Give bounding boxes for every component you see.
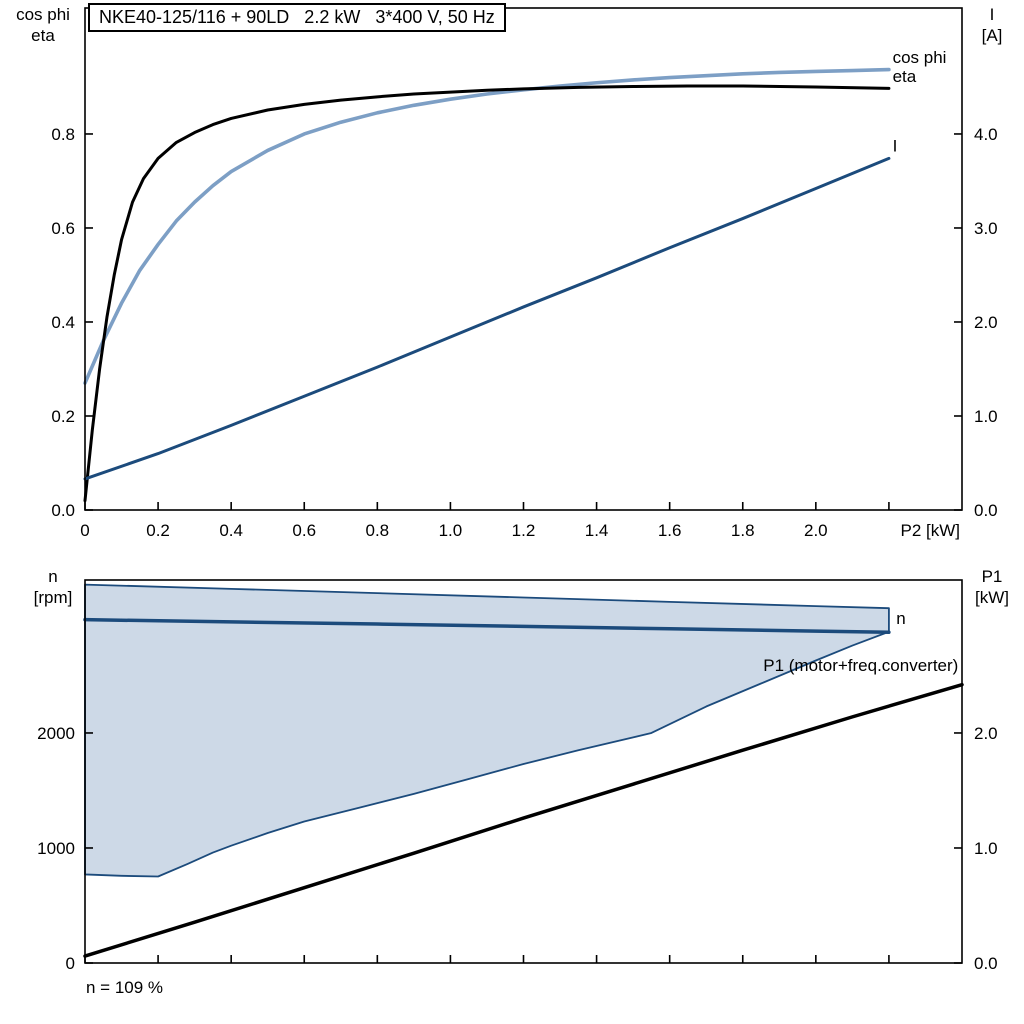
series-cos-phi <box>83 67 891 385</box>
x-tick-label: 0.2 <box>146 521 170 540</box>
x-tick-label: 0.6 <box>292 521 316 540</box>
axis-title-current: I [A] <box>981 5 1003 46</box>
y-right-tick-label: 0.0 <box>974 501 998 520</box>
curve-label-i: I <box>893 136 898 155</box>
y-left-tick-label: 0.2 <box>51 407 75 426</box>
chart-title-box: NKE40-125/116 + 90LD 2.2 kW 3*400 V, 50 … <box>88 3 506 32</box>
x-tick-label: 0.8 <box>366 521 390 540</box>
x-tick-label: 1.0 <box>439 521 463 540</box>
curve-label-eta: eta <box>893 67 917 86</box>
y-left-tick-label: 2000 <box>37 724 75 743</box>
y-left-tick-label: 0.4 <box>51 313 75 332</box>
curve-label-p1-motor-freq-converter: P1 (motor+freq.converter) <box>763 656 958 675</box>
axis-title-cosphi-eta: cos phi eta <box>16 5 70 46</box>
axis-title-speed: n [rpm] <box>33 567 73 608</box>
y-right-tick-label: 2.0 <box>974 313 998 332</box>
x-tick-label: 0.4 <box>219 521 243 540</box>
series-n <box>83 617 891 634</box>
curve-label-cos-phi: cos phi <box>893 48 947 67</box>
x-tick-label: 1.6 <box>658 521 682 540</box>
curve-label-n: n <box>896 609 905 628</box>
x-axis-label: P2 [kW] <box>900 521 960 540</box>
x-tick-label: 1.2 <box>512 521 536 540</box>
chart-motor-curves: 0 0.2 0.4 0.6 0.8 1.0 1.2 1.4 1.6 1.8 2.0 P2 [kW] 0.… <box>51 7 998 540</box>
axis-title-p1: P1 [kW] <box>975 567 1009 608</box>
series-eta <box>83 84 891 503</box>
y-right-tick-label: 2.0 <box>974 724 998 743</box>
chart-speed-power: 0 1000 2000 0.0 1.0 2.0 n P1 (motor+freq.conver… <box>37 579 998 973</box>
plot-border <box>84 7 963 511</box>
y-right-tick-label: 3.0 <box>974 219 998 238</box>
y-left-tick-label: 1000 <box>37 839 75 858</box>
y-left-tick-label: 0 <box>66 954 75 973</box>
x-tick-label: 1.8 <box>731 521 755 540</box>
x-tick-label: 2.0 <box>804 521 828 540</box>
speed-percentage-note: n = 109 % <box>86 978 164 997</box>
y-left-tick-label: 0.0 <box>51 501 75 520</box>
series-p1-motor-freq-converter <box>83 682 964 958</box>
y-left-tick-label: 0.8 <box>51 125 75 144</box>
y-right-tick-label: 4.0 <box>974 125 998 144</box>
y-right-tick-label: 1.0 <box>974 407 998 426</box>
series-i <box>83 156 891 481</box>
x-tick-label: 1.4 <box>585 521 609 540</box>
y-right-tick-label: 1.0 <box>974 839 998 858</box>
y-left-tick-label: 0.6 <box>51 219 75 238</box>
band-speed-control-range <box>84 583 890 878</box>
y-right-tick-label: 0.0 <box>974 954 998 973</box>
x-tick-label: 0 <box>80 521 89 540</box>
